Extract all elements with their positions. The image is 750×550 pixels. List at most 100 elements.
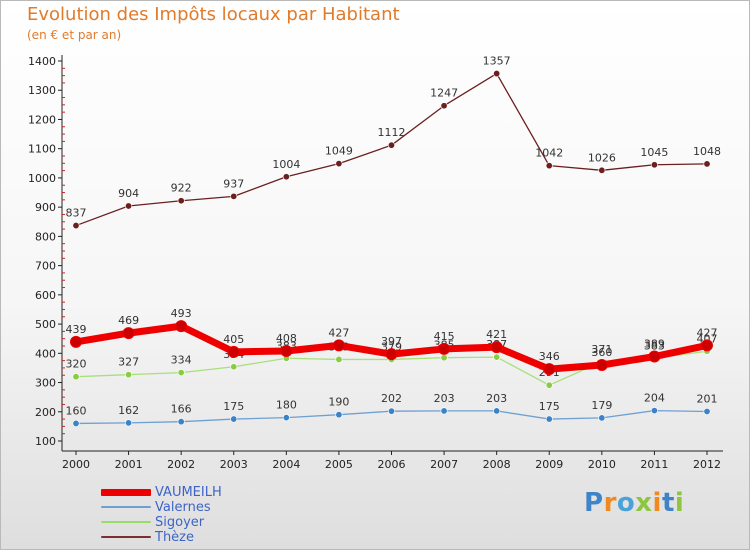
x-tick-label: 2012	[693, 458, 721, 471]
data-point	[227, 345, 240, 358]
y-tick-label: 500	[35, 318, 56, 331]
legend-label: VAUMEILH	[155, 485, 222, 500]
chart-title: Evolution des Impôts locaux par Habitant	[27, 4, 400, 25]
data-label: 1112	[378, 126, 406, 139]
data-label: 408	[276, 332, 297, 345]
logo-letter: P	[584, 488, 604, 518]
y-tick-label: 800	[35, 230, 56, 243]
data-label: 493	[171, 307, 192, 320]
legend-swatch-valernes	[101, 506, 151, 508]
data-point	[177, 418, 185, 426]
data-label: 175	[223, 400, 244, 413]
data-label: 922	[171, 182, 192, 195]
data-point	[545, 415, 553, 423]
data-point	[387, 141, 395, 149]
data-point	[438, 342, 451, 355]
legend-swatch-vaumeilh	[101, 489, 151, 496]
data-point	[280, 344, 293, 357]
logo-letter: i	[652, 488, 662, 518]
data-label: 937	[223, 177, 244, 190]
data-label: 397	[381, 335, 402, 348]
x-tick-label: 2003	[220, 458, 248, 471]
data-label: 179	[591, 399, 612, 412]
data-label: 837	[66, 207, 87, 220]
y-tick-label: 300	[35, 377, 56, 390]
x-tick-label: 2005	[325, 458, 353, 471]
data-label: 204	[644, 392, 665, 405]
data-point	[72, 419, 80, 427]
data-point	[385, 348, 398, 361]
x-tick-label: 2007	[430, 458, 458, 471]
data-label: 190	[328, 396, 349, 409]
legend-item-valernes: Valernes	[101, 500, 301, 515]
data-point	[493, 407, 501, 415]
data-point	[332, 339, 345, 352]
legend-label: Thèze	[155, 530, 194, 545]
y-tick-label: 1200	[28, 113, 56, 126]
y-tick-label: 1300	[28, 84, 56, 97]
y-tick-label: 400	[35, 347, 56, 360]
data-point	[387, 407, 395, 415]
legend-item-sigoyer: Sigoyer	[101, 515, 301, 530]
data-label: 327	[118, 356, 139, 369]
x-tick-label: 2008	[483, 458, 511, 471]
data-point	[440, 354, 448, 362]
x-tick-label: 2000	[62, 458, 90, 471]
data-label: 162	[118, 404, 139, 417]
data-point	[72, 373, 80, 381]
data-point	[125, 371, 133, 379]
data-point	[440, 407, 448, 415]
data-label: 415	[434, 330, 455, 343]
x-tick-label: 2010	[588, 458, 616, 471]
data-point	[703, 160, 711, 168]
data-label: 1004	[272, 158, 300, 171]
data-label: 1045	[640, 146, 668, 159]
data-label: 202	[381, 392, 402, 405]
data-point	[543, 363, 556, 376]
data-point	[122, 327, 135, 340]
data-point	[230, 363, 238, 371]
data-point	[440, 102, 448, 110]
data-label: 360	[591, 346, 612, 359]
data-label: 407	[697, 332, 718, 345]
data-point	[598, 414, 606, 422]
data-label: 439	[66, 323, 87, 336]
data-point	[490, 341, 503, 354]
data-point	[282, 414, 290, 422]
data-label: 904	[118, 187, 139, 200]
y-tick-label: 1000	[28, 172, 56, 185]
data-point	[493, 70, 501, 78]
data-label: 160	[66, 404, 87, 417]
series-line-thèze	[75, 72, 708, 227]
proxiti-logo: Proxiti	[584, 488, 684, 518]
data-point	[335, 160, 343, 168]
logo-letter: r	[603, 488, 617, 518]
data-label: 1048	[693, 145, 721, 158]
data-point	[335, 411, 343, 419]
legend-label: Valernes	[155, 500, 211, 515]
x-tick-label: 2002	[167, 458, 195, 471]
data-point	[282, 173, 290, 181]
data-label: 320	[66, 358, 87, 371]
logo-letter: o	[616, 488, 636, 518]
data-point	[545, 162, 553, 170]
data-point	[598, 166, 606, 174]
x-tick-label: 2006	[378, 458, 406, 471]
data-point	[72, 222, 80, 230]
data-label: 1042	[535, 147, 563, 160]
data-point	[648, 350, 661, 363]
data-label: 1357	[483, 55, 511, 68]
data-label: 166	[171, 403, 192, 416]
data-label: 427	[328, 326, 349, 339]
y-tick-label: 200	[35, 406, 56, 419]
logo-letter: i	[674, 488, 685, 518]
data-label: 203	[486, 392, 507, 405]
x-tick-label: 2011	[640, 458, 668, 471]
data-label: 1049	[325, 145, 353, 158]
data-point	[125, 202, 133, 210]
data-point	[703, 407, 711, 415]
data-label: 421	[486, 328, 507, 341]
data-label: 180	[276, 399, 297, 412]
